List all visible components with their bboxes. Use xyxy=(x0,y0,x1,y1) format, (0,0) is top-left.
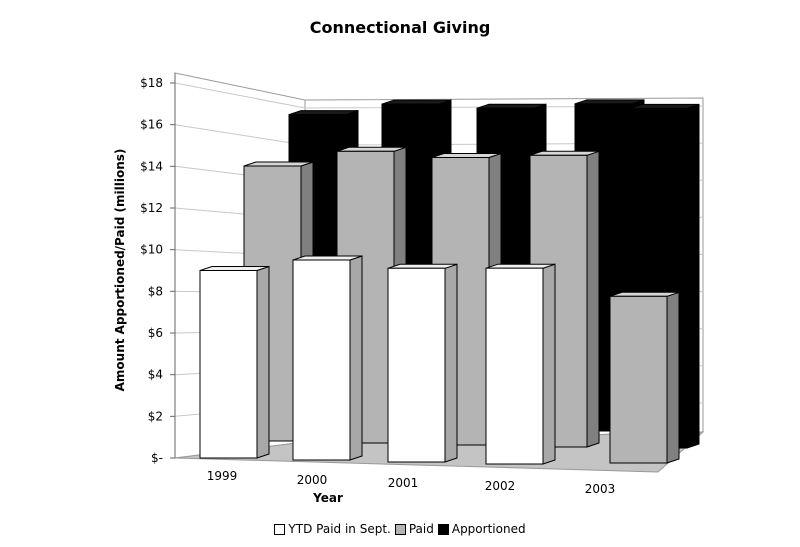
bar-side xyxy=(349,255,363,461)
bar-top xyxy=(288,110,359,116)
bar-top xyxy=(199,266,270,271)
bar-ytd-paid-in-sept--2000 xyxy=(292,255,363,461)
y-tick-label: $10 xyxy=(140,243,163,257)
bar-front xyxy=(387,267,446,463)
legend-swatch xyxy=(437,523,449,535)
bar-top xyxy=(431,153,502,158)
legend: YTD Paid in Sept. Paid Apportioned xyxy=(0,522,800,538)
bar-front xyxy=(485,267,544,465)
x-axis-label: Year xyxy=(312,491,343,505)
bar-front xyxy=(292,259,351,461)
legend-item: Paid xyxy=(394,522,434,536)
bar-top xyxy=(529,150,600,156)
bar-top xyxy=(485,263,556,269)
legend-label: YTD Paid in Sept. xyxy=(288,522,391,536)
x-tick-label: 2002 xyxy=(485,479,516,493)
bar-top xyxy=(629,103,700,109)
bar-top xyxy=(336,146,407,152)
legend-swatch xyxy=(274,523,286,535)
y-tick-label: $16 xyxy=(140,118,163,132)
bar-top xyxy=(476,103,547,109)
legend-item: YTD Paid in Sept. xyxy=(274,522,391,536)
bar-ytd-paid-in-sept--1999 xyxy=(199,265,270,459)
bar-top xyxy=(609,291,680,297)
legend-label: Apportioned xyxy=(451,522,526,536)
y-tick-label: $12 xyxy=(140,201,163,215)
bar-top xyxy=(387,263,458,269)
bar-side xyxy=(444,263,458,463)
y-axis-label: Amount Apportioned/Paid (millions) xyxy=(113,149,127,392)
y-tick-label: $14 xyxy=(140,159,163,173)
bar-front xyxy=(609,295,668,464)
bar-side xyxy=(666,291,680,464)
chart-title: Connectional Giving xyxy=(309,18,491,37)
bar-front xyxy=(199,270,258,459)
y-tick-label: $18 xyxy=(140,76,163,90)
x-tick-label: 2001 xyxy=(388,476,419,490)
bar-side xyxy=(542,263,556,465)
gridline xyxy=(174,82,704,109)
bar-top xyxy=(381,99,452,105)
legend-label: Paid xyxy=(408,522,434,536)
bar-paid-2003 xyxy=(609,291,680,464)
y-tick-label: $2 xyxy=(148,409,163,423)
x-tick-label: 2003 xyxy=(585,482,616,496)
legend-item: Apportioned xyxy=(437,522,526,536)
legend-swatch xyxy=(394,523,406,535)
x-tick-label: 2000 xyxy=(297,473,328,487)
bar-top xyxy=(292,255,363,261)
bar-ytd-paid-in-sept--2002 xyxy=(485,263,556,465)
x-tick-label: 1999 xyxy=(207,469,238,483)
y-tick-label: $6 xyxy=(148,326,163,340)
bar-top xyxy=(243,161,314,167)
bar-side xyxy=(256,265,270,459)
y-tick-label: $4 xyxy=(148,368,163,382)
bar-side xyxy=(686,103,700,449)
bar-ytd-paid-in-sept--2001 xyxy=(387,263,458,463)
y-tick-label: $8 xyxy=(148,284,163,298)
bar-side xyxy=(586,150,600,448)
bar-top xyxy=(574,99,645,105)
y-tick-label: $- xyxy=(151,451,163,465)
